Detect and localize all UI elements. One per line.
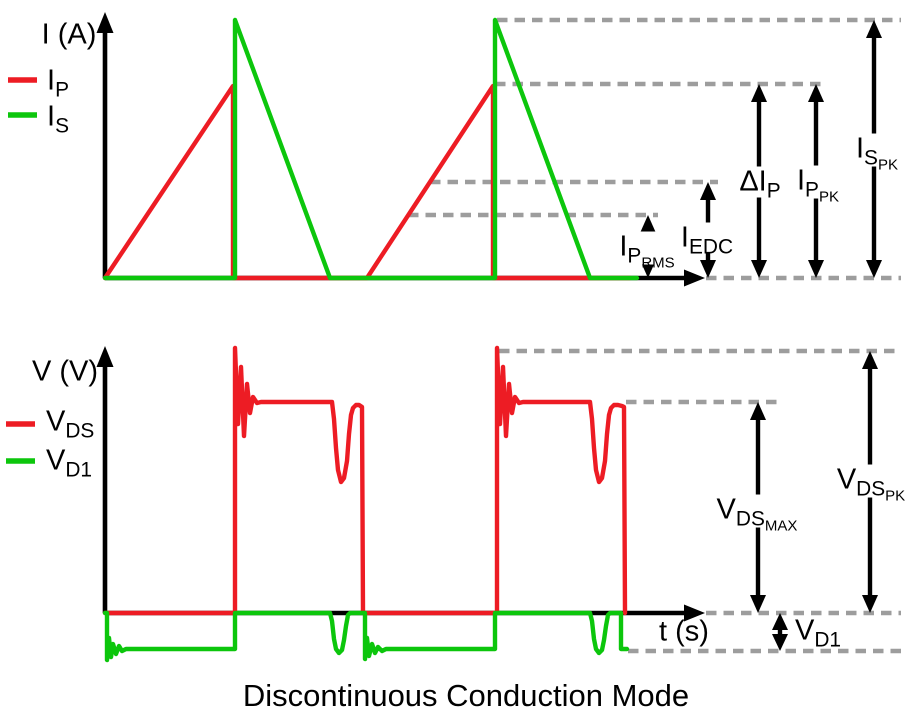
secondary-current-trace: [102, 17, 640, 281]
current-waveforms-ippk-arrow-up-head: [808, 84, 824, 102]
voltage-waveforms-vdspk-arrow-down-head: [862, 595, 878, 613]
voltage-waveforms-vdsmax-arrow-down-head: [750, 595, 766, 613]
current-waveforms-iprms-arrow-up-head: [640, 215, 656, 233]
primary-current-trace: [102, 83, 633, 281]
voltage-waveforms-vdspk-arrow-up-head: [862, 351, 878, 369]
voltage-waveforms-vd1-arrow-up-head: [772, 613, 788, 630]
current-waveforms-ispk-arrow-down-head: [866, 260, 882, 278]
figure-title: Discontinuous Conduction Mode: [242, 678, 690, 713]
voltage-waveforms-vdsmax-arrow-up-head: [750, 402, 766, 420]
drain-source-voltage-trace: [102, 345, 628, 616]
current-waveforms-ispk-arrow-up-head: [866, 20, 882, 38]
voltage-waveforms: [6, 345, 901, 663]
current-waveforms-x-axis-arrowhead: [684, 269, 705, 287]
current-waveforms-ippk-arrow-down-head: [808, 260, 824, 278]
diode-voltage-trace: [102, 610, 630, 663]
voltage-waveforms-vd1-arrow-down-head: [772, 634, 788, 651]
current-waveforms-delta-ip-arrow-down-head: [751, 260, 767, 278]
current-waveforms-iedc-arrow-up-head: [700, 182, 716, 200]
current-waveforms-iprms-arrow-down-head: [640, 260, 656, 278]
current-waveforms-y-axis-arrowhead: [96, 12, 114, 33]
voltage-waveforms-x-axis-arrowhead: [684, 604, 705, 622]
current-waveforms: [8, 12, 901, 287]
voltage-waveforms-y-axis-arrowhead: [96, 346, 114, 367]
current-waveforms-iedc-arrow-down-head: [700, 260, 716, 278]
current-waveforms-delta-ip-arrow-up-head: [751, 84, 767, 102]
